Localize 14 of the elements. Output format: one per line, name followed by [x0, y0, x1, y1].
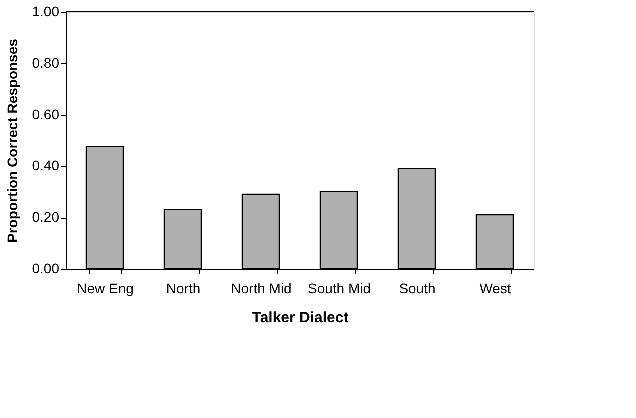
y-tick-label: 0.20 [32, 209, 60, 226]
y-tick-label: 0.40 [32, 158, 60, 174]
y-tick-label: 0.80 [32, 54, 60, 71]
x-tick-label: West [480, 280, 512, 296]
x-axis-title: Talker Dialect [252, 310, 349, 326]
y-tick-label: 0.60 [32, 106, 60, 122]
x-tick-label: South Mid [308, 280, 372, 296]
x-tick-label: South [399, 280, 436, 296]
x-tick-label: North Mid [231, 280, 292, 296]
y-tick-label: 1.00 [32, 4, 60, 20]
y-axis-title: Proportion Correct Responses [4, 38, 20, 243]
y-tick-label: 0.00 [32, 260, 60, 276]
x-tick-label: New Eng [77, 280, 134, 296]
x-tick-label: North [166, 280, 201, 296]
